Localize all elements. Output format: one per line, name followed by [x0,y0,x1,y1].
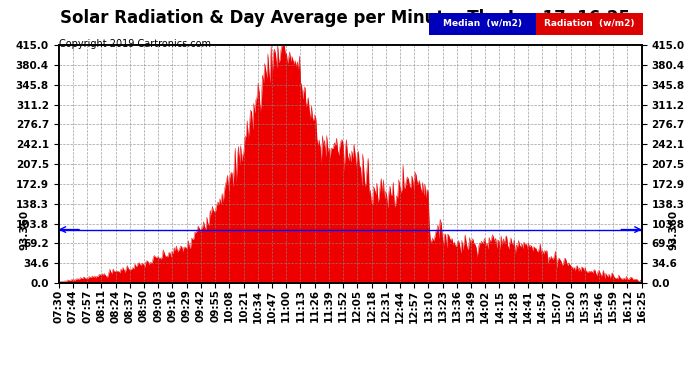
Text: Copyright 2019 Cartronics.com: Copyright 2019 Cartronics.com [59,39,210,50]
Text: Radiation  (w/m2): Radiation (w/m2) [544,19,635,28]
Text: Solar Radiation & Day Average per Minute  Thu Jan 17  16:25: Solar Radiation & Day Average per Minute… [60,9,630,27]
Text: 93.360: 93.360 [20,210,30,250]
Text: Median  (w/m2): Median (w/m2) [443,19,522,28]
Text: 93.360: 93.360 [669,210,679,250]
